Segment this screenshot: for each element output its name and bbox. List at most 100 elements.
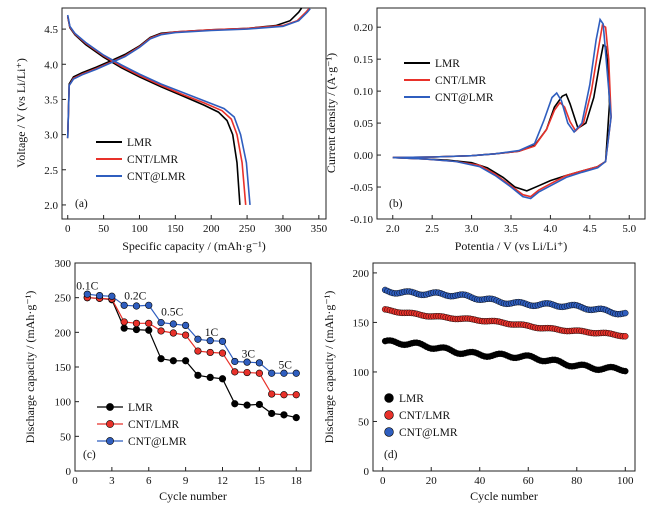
panel-d-legend-label: LMR — [399, 393, 424, 405]
rate-point — [95, 291, 104, 300]
rate-label: 5C — [278, 359, 292, 371]
rate-label: 3C — [242, 348, 256, 360]
panel-d-legend-marker — [384, 427, 394, 437]
panel-c-legend-label: LMR — [128, 402, 153, 414]
panel-a-xtick-label: 350 — [311, 223, 328, 235]
panel-d-ytick-label: 0 — [364, 466, 370, 478]
panel-c-xtick-label: 6 — [146, 475, 152, 487]
rate-label: 0.1C — [76, 280, 98, 292]
panel-d-tag: (d) — [384, 449, 398, 461]
panel-d-legend-label: CNT/LMR — [399, 410, 450, 422]
panel-d-legend-marker — [384, 393, 394, 403]
rate-point — [132, 325, 141, 334]
rate-point — [243, 401, 251, 409]
panel-b-ytick-label: 0.20 — [354, 22, 374, 34]
panel-a-ytick-label: 3.5 — [44, 94, 58, 106]
rate-point — [218, 349, 227, 357]
rate-point — [169, 329, 177, 337]
cycle-point — [622, 333, 629, 340]
rate-point — [182, 357, 190, 365]
rate-point — [255, 400, 263, 409]
panel-a-xtick-label: 250 — [239, 223, 256, 235]
rate-point — [194, 371, 202, 379]
panel-d-ticks: 0 20 40 60 80 100 0 50 100 150 200 — [353, 268, 635, 487]
cv-curve — [392, 17, 612, 200]
rate-point — [194, 347, 202, 355]
rate-point — [268, 409, 276, 418]
panel-d-markers — [381, 286, 629, 375]
panel-a: 0 50 100 150 200 250 300 3502.02.53.03.54.04.5 … — [14, 7, 328, 253]
rate-label: 1C — [205, 327, 219, 339]
panel-c-legend-marker — [106, 420, 114, 428]
rate-point — [157, 355, 165, 363]
panel-c-ytick-label: 50 — [60, 431, 72, 443]
panel-d-xtick-label: 100 — [617, 475, 634, 487]
panel-d-xtick-label: 20 — [426, 475, 438, 487]
rate-point — [157, 319, 165, 327]
charge-curve — [66, 8, 310, 139]
panel-d-xtick-label: 80 — [571, 475, 583, 487]
panel-a-xlabel: Specific capacity / (mAh·g⁻¹) — [122, 239, 266, 253]
panel-b-xlabel: Potentia / V (vs Li/Li⁺) — [455, 239, 568, 253]
panel-b-ticks: 2.0 2.5 3.0 3.5 4.0 4.5 5.0 -0.10 -0.05 0.00 0.05 0… — [350, 22, 637, 235]
panel-c-legend-label: CNT@LMR — [128, 436, 187, 448]
rate-point — [243, 368, 251, 377]
panel-c-xtick-label: 9 — [183, 475, 189, 487]
panel-d-ytick-label: 100 — [353, 367, 370, 379]
panel-c-xtick-label: 12 — [217, 475, 228, 487]
panel-a-ylabel: Voltage / V (vs Li/Li⁺) — [14, 58, 28, 168]
rate-point — [292, 414, 300, 422]
panel-b-xtick-label: 3.0 — [465, 223, 479, 235]
rate-point — [255, 369, 263, 377]
rate-point — [206, 373, 214, 382]
panel-a-ytick-label: 4.0 — [44, 59, 58, 71]
panel-d-frame — [372, 262, 636, 472]
rate-point — [218, 375, 227, 383]
panel-a-xtick-label: 200 — [203, 223, 220, 235]
panel-c-tag: (c) — [83, 449, 96, 461]
panel-b-legend-label: LMR — [435, 58, 460, 70]
panel-b-xtick-label: 3.5 — [504, 223, 518, 235]
rate-label: 0.2C — [124, 291, 146, 303]
rate-point — [132, 302, 141, 310]
panel-b-ytick-label: -0.05 — [350, 182, 373, 194]
rate-point — [145, 326, 153, 334]
rate-point — [255, 359, 263, 367]
rate-point — [182, 331, 190, 339]
rate-point — [169, 357, 177, 365]
panel-d-legend-marker — [384, 410, 394, 420]
panel-b-ytick-label: 0.10 — [354, 86, 374, 98]
rate-line — [87, 297, 297, 396]
rate-point — [120, 301, 128, 309]
panel-c-xtick-label: 18 — [291, 475, 303, 487]
panel-c-ytick-label: 250 — [55, 293, 72, 305]
panel-c-legend-label: CNT/LMR — [128, 419, 179, 431]
panel-b-ytick-label: 0.15 — [354, 54, 374, 66]
cycle-point — [622, 367, 629, 375]
panel-d-xlabel: Cycle number — [470, 489, 538, 503]
charge-curve — [66, 8, 311, 139]
panel-c-ytick-label: 100 — [55, 397, 72, 409]
panel-b-curves — [392, 17, 612, 200]
panel-b-tag: (b) — [389, 198, 403, 210]
panel-a-frame — [61, 7, 327, 220]
rate-point — [268, 369, 276, 377]
rate-point — [218, 337, 227, 345]
rate-point — [194, 335, 202, 343]
rate-point — [206, 337, 214, 345]
rate-line — [87, 293, 297, 374]
panel-b-legend-label: CNT@LMR — [435, 92, 494, 104]
panel-c-ytick-label: 150 — [55, 362, 72, 374]
panel-d-legend: LMR CNT/LMR CNT@LMR — [384, 393, 458, 439]
panel-a-legend-label: CNT/LMR — [127, 154, 178, 166]
panel-a-xtick-label: 150 — [167, 223, 184, 235]
panel-a-tag: (a) — [75, 198, 88, 210]
rate-point — [292, 369, 300, 377]
rate-line — [87, 297, 297, 419]
panel-d-ylabel: Discharge capacity / (mAh·g⁻¹) — [322, 291, 336, 444]
rate-point — [108, 292, 116, 300]
panel-c-xtick-label: 0 — [72, 475, 78, 487]
rate-point — [292, 391, 300, 399]
panel-b-ytick-label: 0.05 — [354, 118, 374, 130]
